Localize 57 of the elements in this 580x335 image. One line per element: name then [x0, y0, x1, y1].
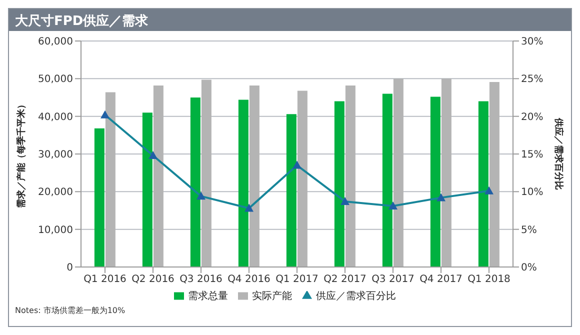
point [196, 192, 206, 200]
point [484, 186, 494, 194]
bar [201, 80, 212, 267]
legend-label: 供应／需求百分比 [316, 291, 396, 302]
y2-axis-title: 供应／需求百分比 [552, 117, 564, 190]
bar [489, 82, 500, 267]
legend-label: 实际产能 [252, 291, 292, 302]
bar [441, 78, 452, 267]
y-tick-label: 30,000 [38, 150, 73, 161]
bar [105, 92, 116, 267]
y2-tick-label: 30% [521, 36, 544, 48]
bar [94, 128, 104, 267]
y2-tick-label: 5% [521, 224, 537, 236]
bar [382, 94, 392, 267]
y2-tick-label: 0% [521, 262, 537, 274]
y2-tick-label: 10% [521, 187, 544, 198]
x-tick-label: Q1 2018 [468, 274, 510, 286]
bar [249, 85, 260, 267]
text: Notes: 市场供需差一般为10% [15, 305, 126, 316]
bar [142, 112, 152, 267]
chart-title: 大尺寸FPD供应／需求 [9, 9, 571, 31]
x-tick-label: Q4 2017 [420, 274, 462, 286]
bar [153, 85, 164, 267]
x-tick-label: Q4 2016 [228, 274, 270, 286]
point [436, 193, 446, 202]
bar [334, 101, 344, 267]
legend-label: 需求总量 [188, 291, 228, 302]
y-axis-title: 需求／产能（每季千平米） [16, 100, 28, 208]
y2-tick-label: 20% [521, 112, 544, 123]
x-tick-label: Q1 2017 [276, 274, 318, 286]
point [100, 110, 110, 118]
y-tick-label: 40,000 [38, 112, 73, 123]
y-tick-label: 60,000 [38, 36, 73, 48]
y-tick-label: 0 [66, 262, 73, 274]
point [388, 201, 398, 210]
bar [190, 98, 200, 267]
y-tick-label: 50,000 [38, 74, 73, 86]
y-tick-label: 20,000 [38, 187, 73, 198]
point [292, 160, 302, 169]
bar [393, 78, 404, 267]
bar [478, 101, 488, 267]
bar [238, 100, 248, 267]
bar [345, 85, 356, 267]
bar [297, 90, 308, 267]
x-tick-label: Q3 2016 [180, 274, 222, 286]
x-tick-label: Q1 2016 [84, 274, 126, 286]
bar [286, 114, 296, 267]
point [340, 196, 350, 205]
bar [430, 96, 440, 267]
y2-tick-label: 25% [521, 74, 544, 86]
y2-tick-label: 15% [521, 150, 544, 161]
x-tick-label: Q3 2017 [372, 274, 414, 286]
x-tick-label: Q2 2017 [324, 274, 366, 286]
point [148, 151, 158, 160]
y-tick-label: 10,000 [38, 224, 73, 236]
point [244, 204, 254, 212]
x-tick-label: Q2 2016 [132, 274, 174, 286]
